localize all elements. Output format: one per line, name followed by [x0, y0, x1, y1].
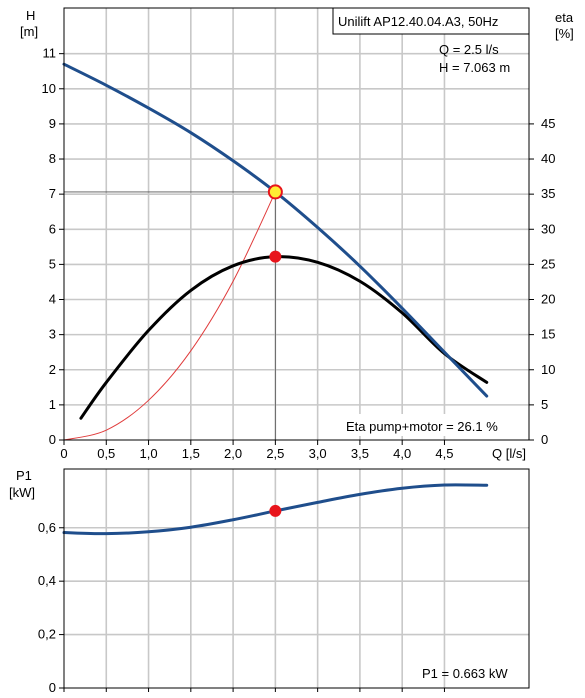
y-right-tick-label: 30 [541, 221, 555, 236]
chart-title: Unilift AP12.40.04.A3, 50Hz [338, 14, 498, 29]
qh-plot-background [64, 8, 529, 440]
power-plot-frame [63, 468, 530, 689]
y-left-tick-label: 5 [49, 256, 56, 271]
y-right-tick-label: 35 [541, 186, 555, 201]
x-tick-label: 4,0 [393, 446, 411, 461]
y-right-tick-label: 45 [541, 116, 555, 131]
x-tick-label: 1,5 [182, 446, 200, 461]
y-left-tick-label: 2 [49, 362, 56, 377]
y-left-label-line-1: H [26, 8, 35, 23]
eta-label-background [338, 414, 528, 436]
power-plot-background [64, 469, 529, 688]
eta-readout: Eta pump+motor = 26.1 % [346, 419, 498, 434]
y-right-tick-label: 10 [541, 362, 555, 377]
y-left-tick-label: 7 [49, 186, 56, 201]
duty-head-marker [267, 184, 283, 200]
power-y-label-line-1: P1 [16, 468, 32, 483]
power-y-tick-label: 0 [49, 680, 56, 695]
x-tick-label: 2,5 [266, 446, 284, 461]
power-readout: P1 = 0.663 kW [422, 666, 508, 681]
power-series-layer [62, 483, 489, 536]
y-left-tick-label: 1 [49, 397, 56, 412]
y-right-label-line-2: [%] [555, 26, 574, 41]
qh-grid [64, 8, 529, 440]
duty-head-readout: H = 7.063 m [439, 60, 510, 75]
y-left-tick-label: 10 [42, 81, 56, 96]
y-right-tick-label: 15 [541, 327, 555, 342]
y-right-tick-label: 20 [541, 292, 555, 307]
y-left-tick-label: 9 [49, 116, 56, 131]
duty-flow-readout: Q = 2.5 l/s [439, 42, 499, 57]
y-left-tick-label: 0 [49, 432, 56, 447]
x-axis-label: Q [l/s] [492, 446, 526, 461]
x-tick-label: 0,5 [97, 446, 115, 461]
power-tick-labels: 0 0,2 0,4 0,6 [38, 520, 445, 695]
power-grid [64, 469, 529, 688]
system-curve-curve [63, 191, 276, 441]
y-right-tick-label: 25 [541, 256, 555, 271]
y-left-tick-label: 6 [49, 221, 56, 236]
x-tick-label: 3,5 [351, 446, 369, 461]
power-y-tick-label: 0,2 [38, 627, 56, 642]
x-tick-label: 4,5 [435, 446, 453, 461]
y-left-tick-label: 3 [49, 327, 56, 342]
duty-power-marker [269, 504, 282, 517]
y-left-label-line-2: [m] [20, 24, 38, 39]
power-y-label-line-2: [kW] [9, 485, 35, 500]
x-tick-label: 1,0 [140, 446, 158, 461]
y-right-tick-label: 0 [541, 432, 548, 447]
title-box [332, 7, 530, 35]
y-right-tick-label: 40 [541, 151, 555, 166]
power-y-tick-label: 0,4 [38, 573, 56, 588]
y-left-tick-label: 4 [49, 292, 56, 307]
qh-plot-frame [63, 7, 530, 441]
x-tick-label: 0 [60, 446, 67, 461]
power-chart: 0 0,2 0,4 0,6 P1 [kW] P1 = 0.663 kW [9, 468, 530, 695]
x-tick-label: 3,0 [309, 446, 327, 461]
y-right-tick-label: 5 [541, 397, 548, 412]
x-tick-label: 2,0 [224, 446, 242, 461]
power-y-tick-label: 0,6 [38, 520, 56, 535]
y-left-tick-label: 8 [49, 151, 56, 166]
y-left-tick-label: 11 [43, 46, 57, 61]
duty-efficiency-marker [269, 250, 282, 263]
y-right-label-line-1: eta [555, 10, 574, 25]
qh-series-layer [62, 62, 489, 441]
